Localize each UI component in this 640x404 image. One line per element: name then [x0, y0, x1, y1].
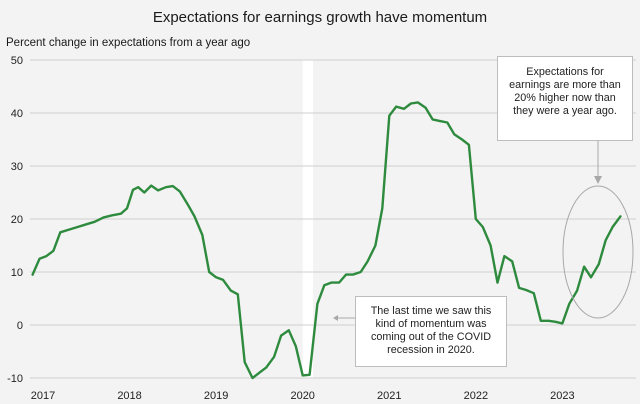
y-tick-label: 0 — [17, 320, 23, 332]
x-tick-label: 2017 — [31, 390, 55, 402]
annotation-recent-momentum: Expectations for earnings are more than … — [497, 56, 633, 141]
arrow-head — [333, 315, 338, 321]
x-tick-label: 2020 — [290, 390, 314, 402]
y-tick-label: 30 — [11, 161, 23, 173]
series-line — [31, 101, 622, 380]
highlight-ellipse — [562, 185, 634, 319]
chart-title: Expectations for earnings growth have mo… — [152, 9, 488, 26]
annotation-covid-recovery: The last time we saw this kind of moment… — [355, 296, 507, 367]
y-tick-label: 40 — [11, 108, 23, 120]
x-tick-label: 2021 — [377, 390, 401, 402]
x-tick-label: 2023 — [550, 390, 574, 402]
y-tick-label: 50 — [11, 55, 23, 67]
y-axis-label: Percent change in expectations from a ye… — [6, 37, 251, 49]
y-tick-label: 10 — [11, 267, 23, 279]
x-tick-label: 2019 — [204, 390, 228, 402]
y-tick-label: -10 — [7, 373, 23, 385]
arrow-head — [594, 176, 602, 184]
y-tick-label: 20 — [11, 214, 23, 226]
x-tick-label: 2018 — [117, 390, 141, 402]
x-tick-label: 2022 — [464, 390, 488, 402]
